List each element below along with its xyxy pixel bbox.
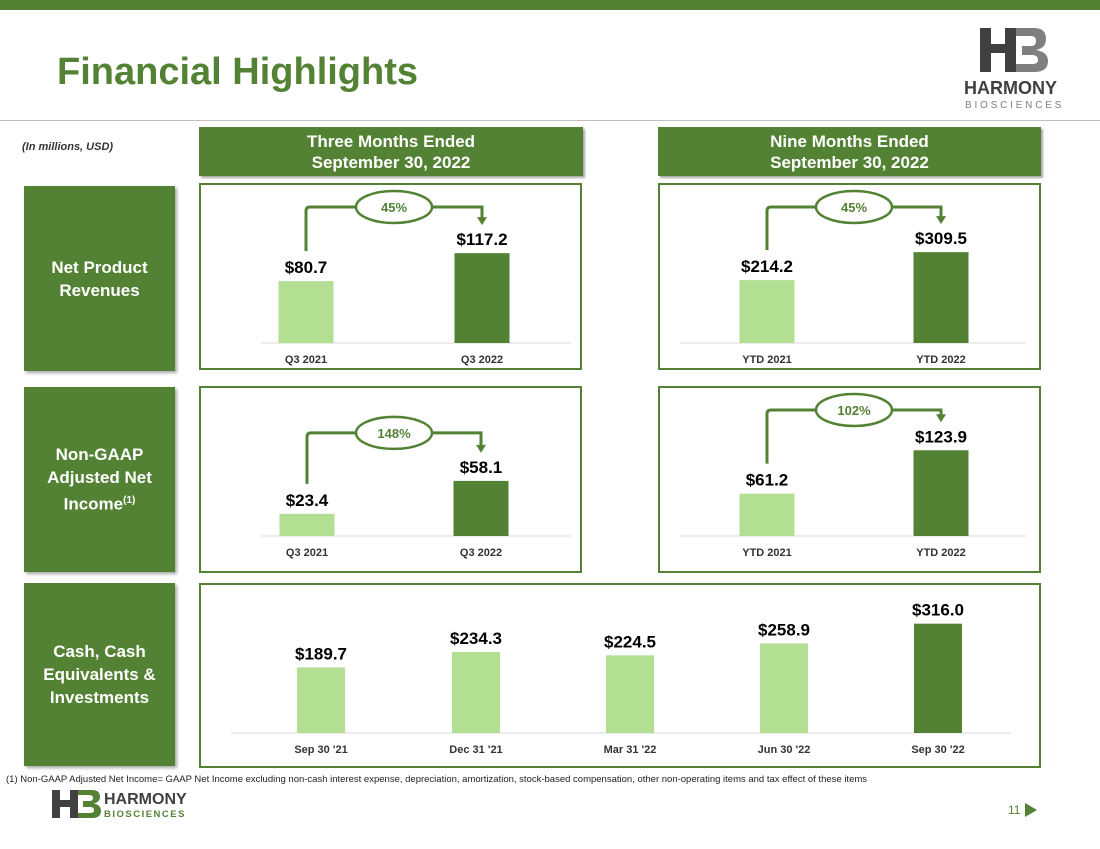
top-accent-bar xyxy=(0,0,1100,10)
revenue-ytd-chart: $214.2 YTD 2021 $309.5 YTD 2022 45% xyxy=(658,183,1041,370)
income_q3-growth-label: 148% xyxy=(377,426,411,441)
income_q3-category-label-1: Q3 2022 xyxy=(460,547,502,559)
revenue_q3-growth-connector xyxy=(304,205,484,252)
income_q3-category-label-0: Q3 2021 xyxy=(286,547,328,559)
cash-category-label-3: Jun 30 '22 xyxy=(758,744,811,756)
header-nine-months: Nine Months Ended September 30, 2022 xyxy=(658,127,1041,176)
cash-bar-1 xyxy=(452,651,500,733)
income_q3-growth-arrow-icon xyxy=(476,444,486,453)
cash-bar-4 xyxy=(914,623,962,733)
units-note: (In millions, USD) xyxy=(22,141,114,153)
revenue_ytd-category-label-1: YTD 2022 xyxy=(916,354,966,366)
revenue_q3-bar-0 xyxy=(278,281,334,343)
row-label-2-line3: Income xyxy=(63,494,124,514)
revenue_q3-value-label-1: $117.2 xyxy=(456,230,507,249)
income_ytd-growth-arrow-icon xyxy=(936,414,946,423)
cash-bar-3 xyxy=(760,643,808,733)
cash-value-label-1: $234.3 xyxy=(450,629,502,648)
harmony-logo-bottom: HARMONY BIOSCIENCES xyxy=(52,790,187,819)
income_ytd-value-label-0: $61.2 xyxy=(746,471,789,490)
row-label-2-line1: Non-GAAP xyxy=(55,445,144,465)
cash-category-label-4: Sep 30 '22 xyxy=(911,744,964,756)
row-label-3-line2: Equivalents & xyxy=(43,665,156,684)
revenue_ytd-growth-label: 45% xyxy=(841,200,867,215)
page-number-text: 11 xyxy=(1008,803,1021,817)
revenue-ytd-chart-svg: $214.2 YTD 2021 $309.5 YTD 2022 45% xyxy=(680,189,1026,366)
revenue_q3-category-label-1: Q3 2022 xyxy=(461,354,503,366)
revenue_ytd-growth-connector xyxy=(765,205,943,251)
header-three-months: Three Months Ended September 30, 2022 xyxy=(199,127,583,176)
income_ytd-category-label-1: YTD 2022 xyxy=(916,547,966,559)
income_ytd-value-label-1: $123.9 xyxy=(915,427,967,446)
row-label-cash-investments: Cash, Cash Equivalents & Investments xyxy=(24,583,175,766)
title-divider xyxy=(0,120,1100,121)
revenue_ytd-value-label-0: $214.2 xyxy=(741,257,793,276)
revenue_q3-category-label-0: Q3 2021 xyxy=(285,354,327,366)
revenue-q3-chart-svg: $80.7 Q3 2021 $117.2 Q3 2022 45% xyxy=(261,189,571,366)
logo-top-name: HARMONY xyxy=(964,78,1057,98)
cash-bar-2 xyxy=(606,655,654,733)
revenue_ytd-growth-badge xyxy=(814,189,894,225)
logo-bottom-name: HARMONY xyxy=(104,791,187,808)
income_q3-value-label-0: $23.4 xyxy=(286,491,329,510)
row-label-adjusted-net-income: Non-GAAP Adjusted Net Income(1) xyxy=(24,387,175,572)
harmony-logo-top: HARMONY BIOSCIENCES xyxy=(964,28,1064,111)
header-nine-months-line2: September 30, 2022 xyxy=(770,152,929,172)
revenue_ytd-bar-0 xyxy=(739,280,795,343)
income_q3-bar-1 xyxy=(453,480,509,536)
income_ytd-bar-1 xyxy=(913,450,969,536)
cash-category-label-0: Sep 30 '21 xyxy=(294,744,347,756)
revenue_q3-value-label-0: $80.7 xyxy=(285,258,328,277)
income_q3-bar-0 xyxy=(279,513,335,536)
cash-chart: $189.7 Sep 30 '21 $234.3 Dec 31 '21 $224.5 Ma… xyxy=(199,583,1041,768)
income_ytd-growth-badge xyxy=(814,392,894,428)
row-label-3-line1: Cash, Cash xyxy=(53,642,146,661)
revenue_q3-growth-label: 45% xyxy=(381,200,407,215)
income-ytd-chart-svg: $61.2 YTD 2021 $123.9 YTD 2022 102% xyxy=(680,392,1026,559)
revenue_q3-growth-arrow-icon xyxy=(477,217,487,226)
cash-value-label-2: $224.5 xyxy=(604,632,656,651)
cash-value-label-4: $316.0 xyxy=(912,601,964,620)
income_ytd-growth-label: 102% xyxy=(837,403,871,418)
row-label-3-line3: Investments xyxy=(49,688,150,707)
row-label-2-line2: Adjusted Net xyxy=(47,468,152,488)
header-three-months-line1: Three Months Ended xyxy=(306,131,476,151)
next-arrow-icon xyxy=(1025,803,1038,817)
cash-chart-svg: $189.7 Sep 30 '21 $234.3 Dec 31 '21 $224.5 Ma… xyxy=(231,601,1011,756)
income_ytd-bar-0 xyxy=(739,493,795,536)
revenue_ytd-bar-1 xyxy=(913,252,969,343)
logo-bottom-tagline: BIOSCIENCES xyxy=(104,809,186,819)
row-label-1-line2: Revenues xyxy=(59,280,140,300)
cash-value-label-3: $258.9 xyxy=(758,620,810,639)
footnote: (1) Non-GAAP Adjusted Net Income= GAAP N… xyxy=(6,774,868,785)
revenue_ytd-value-label-1: $309.5 xyxy=(915,229,967,248)
income_q3-value-label-1: $58.1 xyxy=(460,458,503,477)
header-nine-months-line1: Nine Months Ended xyxy=(770,131,929,151)
revenue_ytd-category-label-0: YTD 2021 xyxy=(742,354,792,366)
revenue_ytd-growth-arrow-icon xyxy=(936,216,946,225)
page-number: 11 xyxy=(1008,803,1038,817)
revenue_q3-growth-badge xyxy=(354,189,434,225)
income-ytd-chart: $61.2 YTD 2021 $123.9 YTD 2022 102% xyxy=(658,386,1041,573)
income_q3-growth-connector xyxy=(305,431,483,484)
income_q3-growth-badge xyxy=(354,415,434,451)
cash-value-label-0: $189.7 xyxy=(295,644,347,663)
income_ytd-category-label-0: YTD 2021 xyxy=(742,547,792,559)
revenue_q3-bar-1 xyxy=(454,253,510,343)
revenue-q3-chart: $80.7 Q3 2021 $117.2 Q3 2022 45% xyxy=(199,183,582,370)
cash-bar-0 xyxy=(297,667,345,733)
cash-category-label-1: Dec 31 '21 xyxy=(449,744,502,756)
row-label-2-footnote-ref: (1) xyxy=(123,495,136,507)
page-title: Financial Highlights xyxy=(57,51,419,93)
logo-top-tagline: BIOSCIENCES xyxy=(965,100,1064,111)
row-label-1-line1: Net Product xyxy=(51,257,148,277)
income_ytd-growth-connector xyxy=(765,408,943,464)
cash-category-label-2: Mar 31 '22 xyxy=(604,744,657,756)
row-label-net-product-revenues: Net Product Revenues xyxy=(24,186,175,371)
income-q3-chart-svg: $23.4 Q3 2021 $58.1 Q3 2022 148% xyxy=(261,415,571,559)
income-q3-chart: $23.4 Q3 2021 $58.1 Q3 2022 148% xyxy=(199,386,582,573)
header-three-months-line2: September 30, 2022 xyxy=(311,152,471,172)
